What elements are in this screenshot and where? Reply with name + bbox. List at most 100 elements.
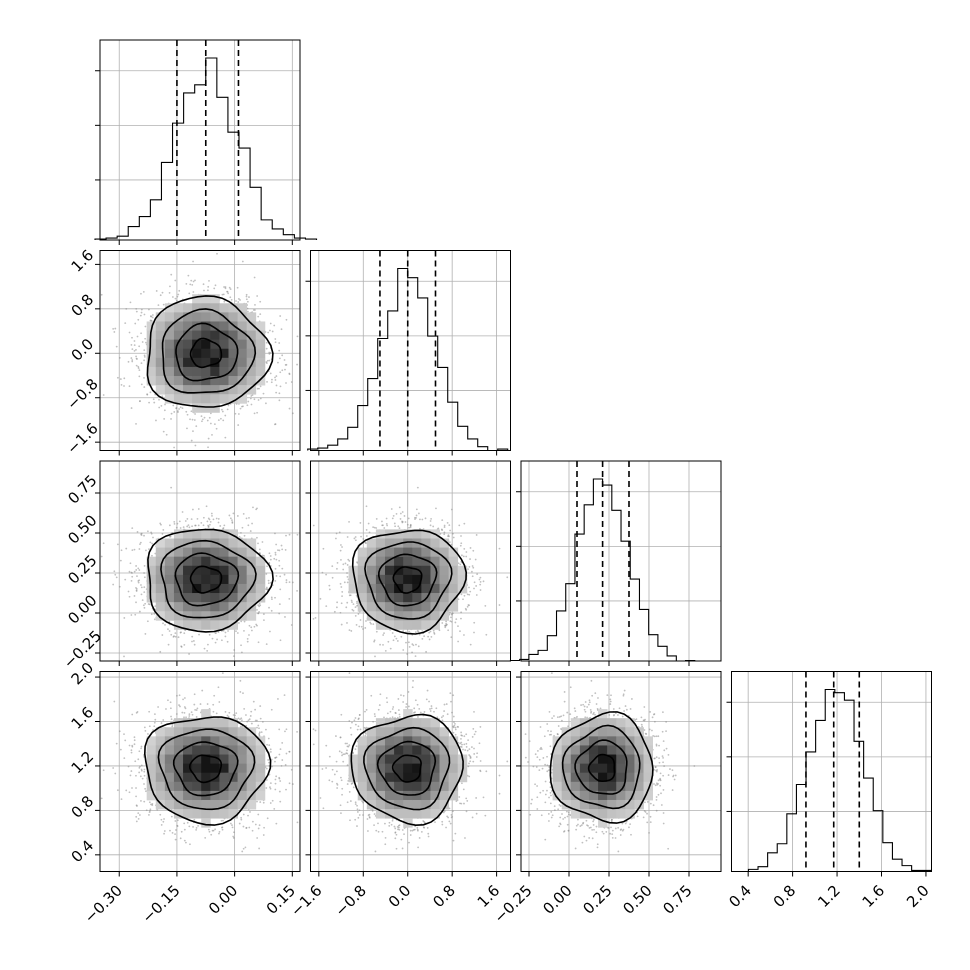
y-tick-label: 0.8: [68, 290, 98, 320]
sample-point: [536, 808, 539, 810]
sample-point: [653, 757, 656, 760]
sample-point: [576, 715, 578, 718]
sample-point: [182, 698, 184, 701]
sample-point: [100, 555, 103, 558]
sample-point: [606, 694, 609, 697]
density-cell: [219, 718, 229, 728]
sample-point: [131, 713, 134, 716]
sample-point: [221, 826, 224, 829]
panel-frame: [99, 460, 301, 662]
sample-point: [398, 715, 401, 718]
y-tick-label: 0.8: [68, 792, 98, 822]
sample-point: [258, 727, 260, 730]
sample-point: [288, 373, 291, 376]
density-cell: [403, 611, 413, 621]
density-cell: [412, 763, 422, 774]
sample-point: [227, 404, 230, 407]
sample-point: [457, 625, 459, 628]
density-cell: [228, 529, 238, 539]
density-cell: [457, 772, 468, 783]
density-cell: [228, 718, 238, 728]
density-cell: [394, 790, 404, 801]
sample-point: [450, 814, 453, 816]
sample-point: [471, 816, 474, 819]
sample-point: [469, 756, 472, 759]
sample-point: [381, 830, 384, 833]
sample-point: [229, 288, 232, 291]
density-cell: [237, 357, 248, 368]
sample-point: [236, 632, 239, 634]
sample-point: [288, 533, 291, 536]
density-cell: [421, 574, 431, 585]
sample-point: [131, 549, 134, 552]
sample-point: [256, 411, 259, 414]
sample-point: [129, 562, 132, 565]
sample-point: [357, 613, 360, 615]
density-cell: [607, 727, 617, 737]
density-cell: [237, 565, 248, 576]
sample-point: [660, 804, 663, 806]
sample-point: [471, 565, 474, 567]
sample-point: [354, 803, 357, 806]
sample-point: [478, 578, 481, 581]
sample-point: [206, 649, 209, 652]
density-cell: [579, 754, 590, 765]
sample-point: [211, 637, 214, 640]
sample-point: [370, 622, 372, 625]
sample-point: [335, 770, 338, 773]
sample-point: [381, 520, 383, 523]
sample-point: [279, 780, 282, 782]
sample-point: [128, 385, 131, 388]
density-cell: [164, 583, 175, 594]
density-cell: [430, 763, 440, 774]
sample-point: [263, 619, 265, 622]
sample-point: [131, 360, 134, 363]
sample-point: [596, 846, 599, 849]
density-cell: [210, 330, 220, 341]
sample-point: [472, 549, 475, 552]
sample-point: [655, 796, 658, 798]
density-cell: [183, 357, 193, 368]
sample-point: [275, 756, 278, 759]
sample-point: [667, 754, 670, 756]
density-cell: [625, 763, 635, 774]
sample-point: [608, 714, 611, 716]
density-cell: [403, 574, 413, 585]
sample-point: [135, 422, 137, 425]
sample-point: [155, 419, 157, 422]
density-cell: [439, 799, 450, 810]
density-cell: [598, 772, 608, 783]
sample-point: [362, 814, 364, 816]
sample-point: [266, 743, 268, 746]
sample-point: [138, 548, 141, 550]
density-cell: [255, 339, 266, 350]
sample-point: [671, 789, 674, 791]
sample-point: [335, 735, 337, 737]
sample-point: [414, 711, 416, 714]
sample-point: [223, 286, 225, 288]
sample-point: [257, 399, 260, 401]
density-cell: [173, 376, 184, 386]
density-cell: [412, 754, 422, 765]
sample-point: [341, 546, 343, 548]
sample-point: [149, 541, 152, 544]
sample-point: [257, 724, 260, 727]
sample-point: [452, 810, 454, 813]
sample-point: [207, 285, 210, 288]
density-cell: [643, 790, 653, 801]
sample-point: [285, 579, 288, 581]
sample-point: [484, 605, 487, 607]
sample-point: [187, 524, 190, 527]
sample-point: [622, 694, 625, 697]
density-cell: [237, 772, 248, 783]
density-cell: [246, 385, 257, 395]
sample-point: [479, 770, 482, 773]
density-cell: [348, 583, 359, 594]
density-cell: [366, 790, 377, 801]
density-cell: [228, 781, 238, 792]
sample-point: [268, 744, 271, 747]
sample-point: [557, 808, 560, 811]
sample-point: [148, 814, 150, 816]
sample-point: [640, 716, 643, 719]
sample-point: [133, 344, 136, 346]
